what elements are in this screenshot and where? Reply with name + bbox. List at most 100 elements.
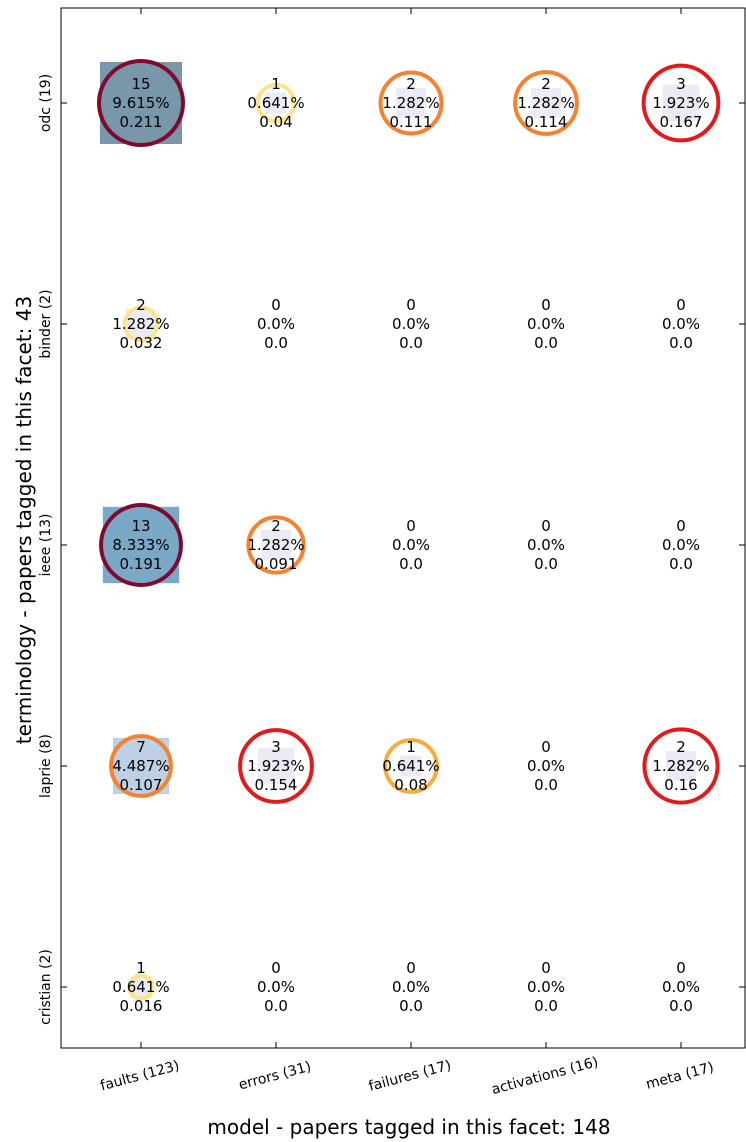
cell-count: 0 xyxy=(271,959,281,977)
cell-count: 13 xyxy=(131,517,150,535)
score-circle xyxy=(246,515,306,575)
cell-count: 1 xyxy=(136,959,146,977)
y-tick-label: cristian (2) xyxy=(38,949,54,1025)
count-square xyxy=(100,62,182,144)
count-square xyxy=(102,506,180,584)
score-circle xyxy=(127,973,155,1001)
cell-count: 1 xyxy=(271,75,281,93)
y-axis-title: terminology - papers tagged in this face… xyxy=(12,296,36,744)
cell-count: 0 xyxy=(676,517,686,535)
cell-count: 7 xyxy=(136,738,146,756)
cell-percent: 0.0% xyxy=(527,978,565,996)
count-square xyxy=(126,309,156,339)
count-square xyxy=(112,737,170,795)
cell-count: 0 xyxy=(406,517,416,535)
cell-score: 0.032 xyxy=(120,334,163,352)
cell-score: 0.107 xyxy=(120,776,163,794)
cell-score: 0.0 xyxy=(534,997,558,1015)
cell-percent: 0.0% xyxy=(392,978,430,996)
cell-percent: 0.641% xyxy=(382,757,439,775)
cell-count: 2 xyxy=(676,738,686,756)
cell-percent: 1.282% xyxy=(112,315,169,333)
cell-percent: 0.641% xyxy=(112,978,169,996)
count-square xyxy=(396,88,426,118)
cell-score: 0.191 xyxy=(120,555,163,573)
cell-percent: 9.615% xyxy=(112,94,169,112)
axes-frame xyxy=(60,7,746,1049)
cell-percent: 0.0% xyxy=(392,536,430,554)
cell-score: 0.0 xyxy=(534,334,558,352)
cell-score: 0.16 xyxy=(664,776,697,794)
cell-percent: 1.923% xyxy=(247,757,304,775)
cell-percent: 1.282% xyxy=(517,94,574,112)
cell-percent: 8.333% xyxy=(112,536,169,554)
cell-score: 0.0 xyxy=(399,334,423,352)
cell-score: 0.167 xyxy=(660,113,703,131)
cell-count: 2 xyxy=(271,517,281,535)
chart-marks: 159.615%0.21110.641%0.0421.282%0.11121.2… xyxy=(97,59,721,1015)
cell-percent: 1.923% xyxy=(652,94,709,112)
score-circle xyxy=(122,305,160,343)
cell-count: 0 xyxy=(271,296,281,314)
count-square xyxy=(400,755,422,777)
cell-score: 0.211 xyxy=(120,113,163,131)
y-tick-label: ieee (13) xyxy=(38,514,54,577)
count-square xyxy=(662,84,700,122)
cell-count: 0 xyxy=(541,296,551,314)
y-tick-label: odc (19) xyxy=(38,74,54,132)
count-square xyxy=(130,976,152,998)
cell-percent: 0.0% xyxy=(662,978,700,996)
y-tick-label: binder (2) xyxy=(38,289,54,358)
cell-score: 0.154 xyxy=(255,776,298,794)
x-tick-label: failures (17) xyxy=(367,1057,453,1094)
count-square xyxy=(257,747,295,785)
cell-percent: 1.282% xyxy=(382,94,439,112)
cell-percent: 0.0% xyxy=(257,315,295,333)
score-circle xyxy=(513,70,579,136)
x-tick-label: meta (17) xyxy=(644,1059,715,1092)
cell-percent: 0.0% xyxy=(662,315,700,333)
cell-score: 0.04 xyxy=(259,113,292,131)
cell-percent: 1.282% xyxy=(652,757,709,775)
score-circle xyxy=(255,82,297,124)
count-square xyxy=(261,530,291,560)
cell-count: 3 xyxy=(271,738,281,756)
y-tick-label: laprie (8) xyxy=(38,734,54,798)
cell-percent: 0.0% xyxy=(392,315,430,333)
cell-score: 0.016 xyxy=(120,997,163,1015)
cell-percent: 0.0% xyxy=(527,315,565,333)
cell-count: 0 xyxy=(541,738,551,756)
cell-count: 15 xyxy=(131,75,150,93)
count-square xyxy=(666,751,696,781)
cell-score: 0.091 xyxy=(255,555,298,573)
score-circle xyxy=(99,503,183,587)
cell-percent: 0.0% xyxy=(662,536,700,554)
cell-count: 3 xyxy=(676,75,686,93)
x-axis-title: model - papers tagged in this facet: 148 xyxy=(207,1115,610,1139)
x-tick-label: errors (31) xyxy=(237,1059,313,1094)
cell-count: 0 xyxy=(676,296,686,314)
cell-count: 2 xyxy=(406,75,416,93)
score-circle xyxy=(109,734,173,798)
cell-score: 0.0 xyxy=(669,555,693,573)
score-circle xyxy=(642,727,720,805)
count-square xyxy=(531,88,561,118)
x-tick-label: faults (123) xyxy=(99,1058,182,1094)
score-circle xyxy=(378,70,444,136)
cell-count: 0 xyxy=(676,959,686,977)
cell-percent: 1.282% xyxy=(247,536,304,554)
score-circle xyxy=(97,59,185,147)
x-tick-label: activations (16) xyxy=(490,1054,600,1098)
cell-score: 0.0 xyxy=(669,334,693,352)
score-circle xyxy=(238,728,314,804)
cell-count: 1 xyxy=(406,738,416,756)
cell-score: 0.0 xyxy=(399,997,423,1015)
cell-score: 0.0 xyxy=(669,997,693,1015)
cell-count: 0 xyxy=(541,517,551,535)
score-circle xyxy=(383,738,439,794)
cell-count: 0 xyxy=(406,959,416,977)
cell-count: 2 xyxy=(541,75,551,93)
score-circle xyxy=(641,63,721,143)
cell-score: 0.114 xyxy=(525,113,568,131)
